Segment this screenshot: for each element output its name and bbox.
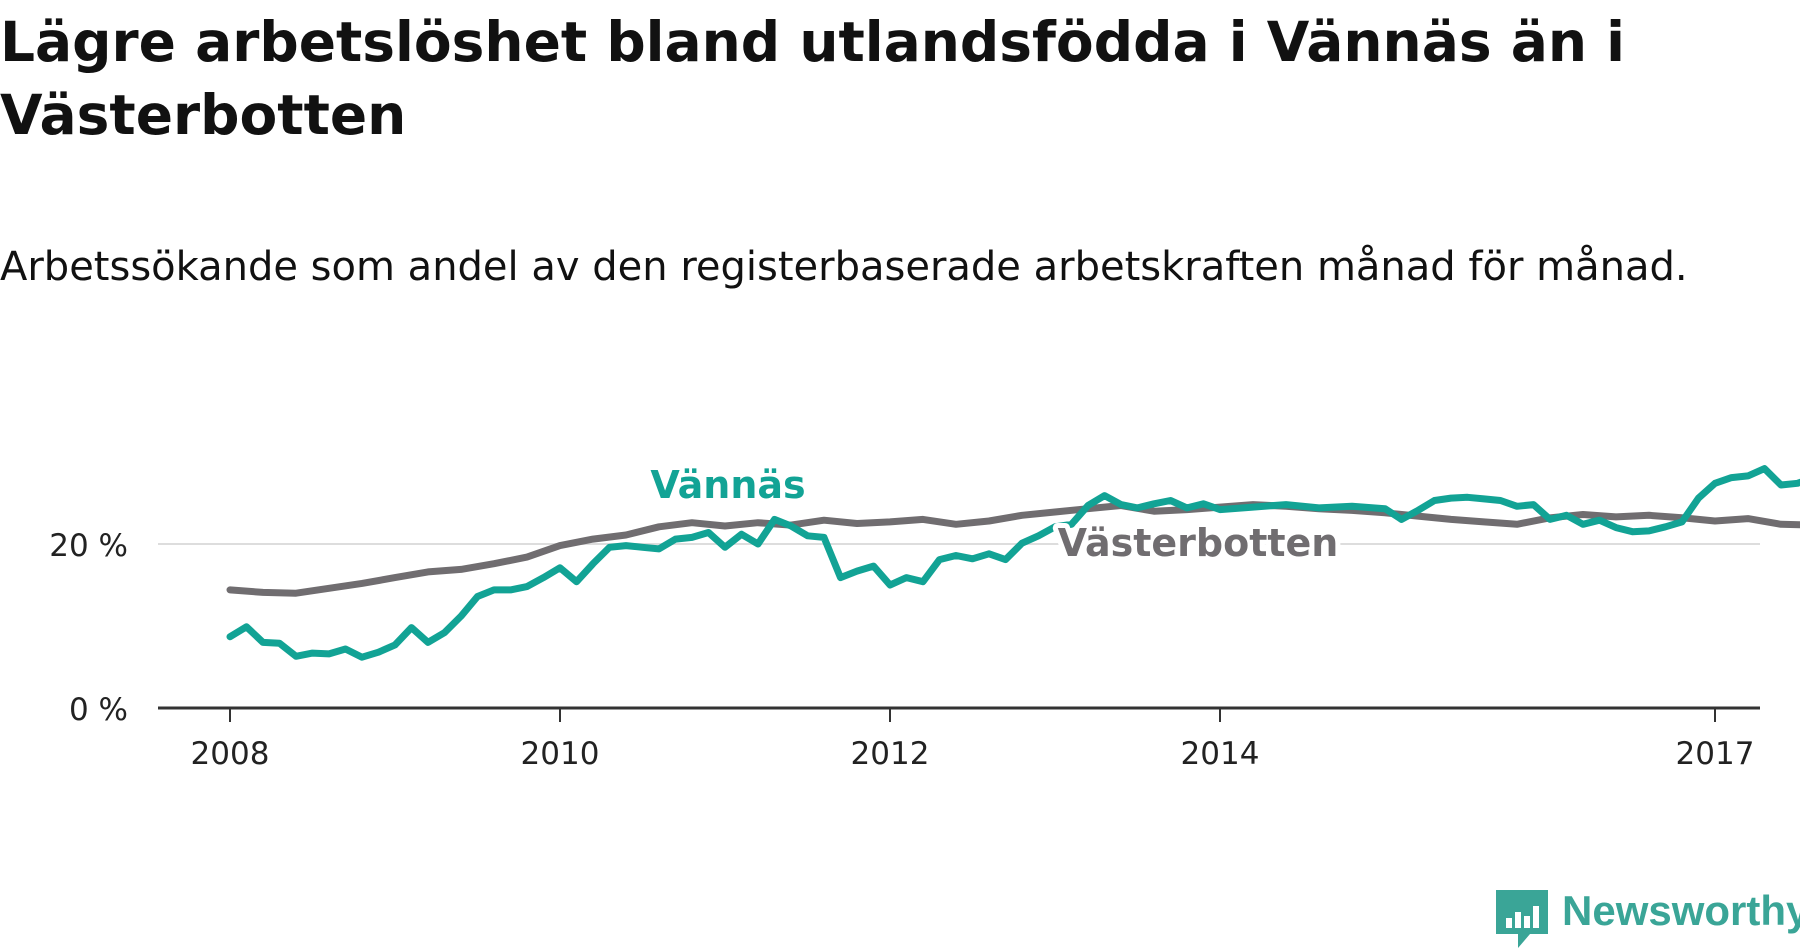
x-tick-label: 2014 xyxy=(1181,736,1260,772)
series xyxy=(226,465,1800,661)
y-tick-label: 20 % xyxy=(49,528,128,564)
series-line-vasterbotten xyxy=(226,501,1800,597)
newsworthy-logo-icon xyxy=(1496,890,1548,948)
series-label-vasterbotten: Västerbotten xyxy=(1058,521,1339,565)
chart-title: Lägre arbetslöshet bland utlandsfödda i … xyxy=(0,10,1625,147)
brand-name: Newsworthy xyxy=(1562,887,1800,934)
x-tick-label: 2010 xyxy=(521,736,600,772)
x-tick-label: 2012 xyxy=(851,736,930,772)
x-tick-label: 2017 xyxy=(1676,736,1755,772)
series-line-vannas xyxy=(226,465,1800,661)
chart-subtitle: Arbetssökande som andel av den registerb… xyxy=(0,244,1688,290)
y-tick-label: 0 % xyxy=(69,692,128,728)
x-tick-label: 2008 xyxy=(191,736,270,772)
series-label-vannas: Vännäs xyxy=(650,463,805,507)
axes: 0 %20 %200820102012201420172019202120232… xyxy=(49,528,1760,772)
